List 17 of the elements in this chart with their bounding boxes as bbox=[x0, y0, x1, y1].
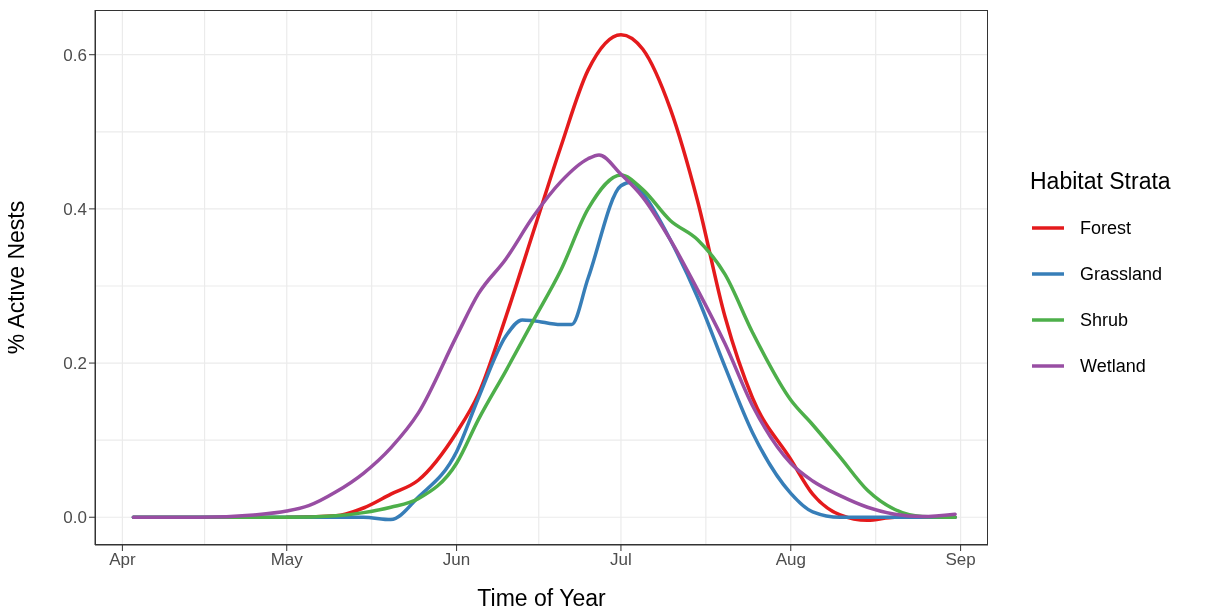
x-tick-label: Aug bbox=[775, 550, 806, 570]
legend-title: Habitat Strata bbox=[1030, 168, 1171, 195]
y-tick-label: 0.4 bbox=[63, 199, 87, 219]
x-axis-title: Time of Year bbox=[477, 585, 606, 611]
legend-label: Shrub bbox=[1080, 309, 1129, 331]
x-tick-label: Jun bbox=[442, 550, 471, 570]
y-tick-label: 0.0 bbox=[63, 508, 87, 528]
y-tick-label: 0.2 bbox=[63, 354, 87, 374]
y-axis-title: % Active Nests bbox=[3, 200, 30, 355]
x-tick-label: May bbox=[270, 550, 304, 570]
legend-label: Wetland bbox=[1080, 355, 1146, 377]
legend-label: Forest bbox=[1080, 217, 1132, 239]
x-tick-label: Jul bbox=[610, 550, 632, 570]
y-tick-label: 0.6 bbox=[63, 45, 87, 65]
x-tick-label: Apr bbox=[109, 550, 136, 570]
legend-label: Grassland bbox=[1080, 263, 1163, 285]
x-tick-label: Sep bbox=[945, 550, 976, 570]
